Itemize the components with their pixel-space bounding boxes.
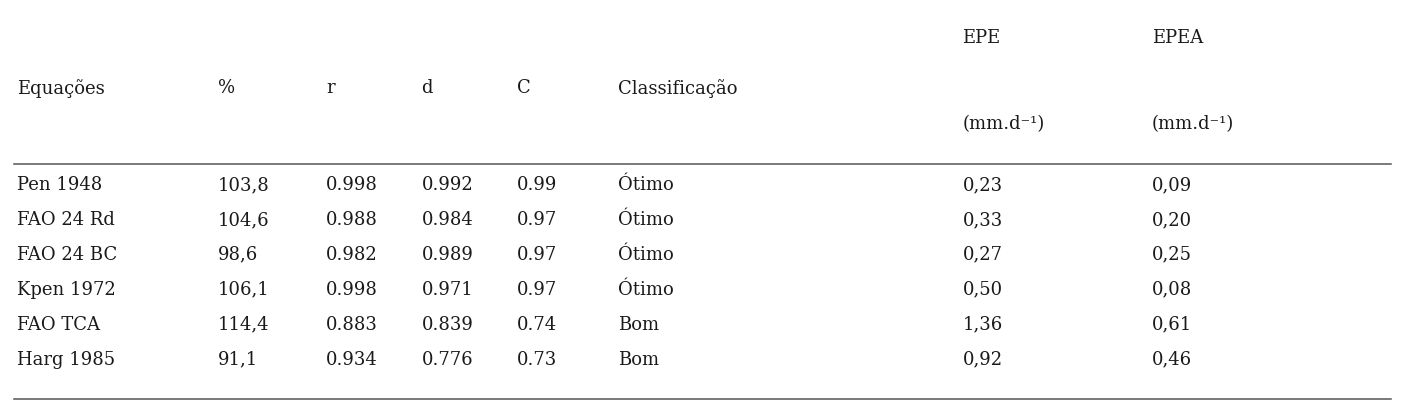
Text: 103,8: 103,8 [218,176,270,194]
Text: EPE: EPE [962,29,1000,47]
Text: 0,33: 0,33 [962,211,1003,229]
Text: 106,1: 106,1 [218,281,270,299]
Text: Bom: Bom [618,351,659,369]
Text: 0.97: 0.97 [517,246,558,264]
Text: FAO TCA: FAO TCA [17,316,100,334]
Text: Kpen 1972: Kpen 1972 [17,281,115,299]
Text: 0.776: 0.776 [422,351,473,369]
Text: 0,27: 0,27 [962,246,1002,264]
Text: 0,23: 0,23 [962,176,1003,194]
Text: 114,4: 114,4 [218,316,270,334]
Text: 0.97: 0.97 [517,281,558,299]
Text: 0.971: 0.971 [422,281,473,299]
Text: 0.883: 0.883 [326,316,378,334]
Text: 0.97: 0.97 [517,211,558,229]
Text: 0,50: 0,50 [962,281,1003,299]
Text: 0.998: 0.998 [326,176,378,194]
Text: 0.934: 0.934 [326,351,378,369]
Text: 0,09: 0,09 [1152,176,1193,194]
Text: 98,6: 98,6 [218,246,259,264]
Text: 0.989: 0.989 [422,246,473,264]
Text: 0,61: 0,61 [1152,316,1193,334]
Text: r: r [326,79,334,97]
Text: Bom: Bom [618,316,659,334]
Text: (mm.d⁻¹): (mm.d⁻¹) [962,115,1045,133]
Text: 104,6: 104,6 [218,211,270,229]
Text: 91,1: 91,1 [218,351,259,369]
Text: 0,20: 0,20 [1152,211,1193,229]
Text: EPEA: EPEA [1152,29,1203,47]
Text: Ótimo: Ótimo [618,176,674,194]
Text: 0.998: 0.998 [326,281,378,299]
Text: d: d [422,79,433,97]
Text: C: C [517,79,531,97]
Text: Ótimo: Ótimo [618,281,674,299]
Text: 0.992: 0.992 [422,176,473,194]
Text: 0.73: 0.73 [517,351,558,369]
Text: (mm.d⁻¹): (mm.d⁻¹) [1152,115,1235,133]
Text: FAO 24 Rd: FAO 24 Rd [17,211,115,229]
Text: 0,46: 0,46 [1152,351,1193,369]
Text: 0,08: 0,08 [1152,281,1193,299]
Text: Classificação: Classificação [618,79,738,98]
Text: Harg 1985: Harg 1985 [17,351,115,369]
Text: 0,25: 0,25 [1152,246,1191,264]
Text: 0.839: 0.839 [422,316,473,334]
Text: Ótimo: Ótimo [618,246,674,264]
Text: 0.982: 0.982 [326,246,378,264]
Text: 0.988: 0.988 [326,211,378,229]
Text: 0.99: 0.99 [517,176,558,194]
Text: %: % [218,79,235,97]
Text: 0.74: 0.74 [517,316,558,334]
Text: 1,36: 1,36 [962,316,1003,334]
Text: FAO 24 BC: FAO 24 BC [17,246,117,264]
Text: Ótimo: Ótimo [618,211,674,229]
Text: Equações: Equações [17,79,104,98]
Text: Pen 1948: Pen 1948 [17,176,103,194]
Text: 0.984: 0.984 [422,211,473,229]
Text: 0,92: 0,92 [962,351,1003,369]
